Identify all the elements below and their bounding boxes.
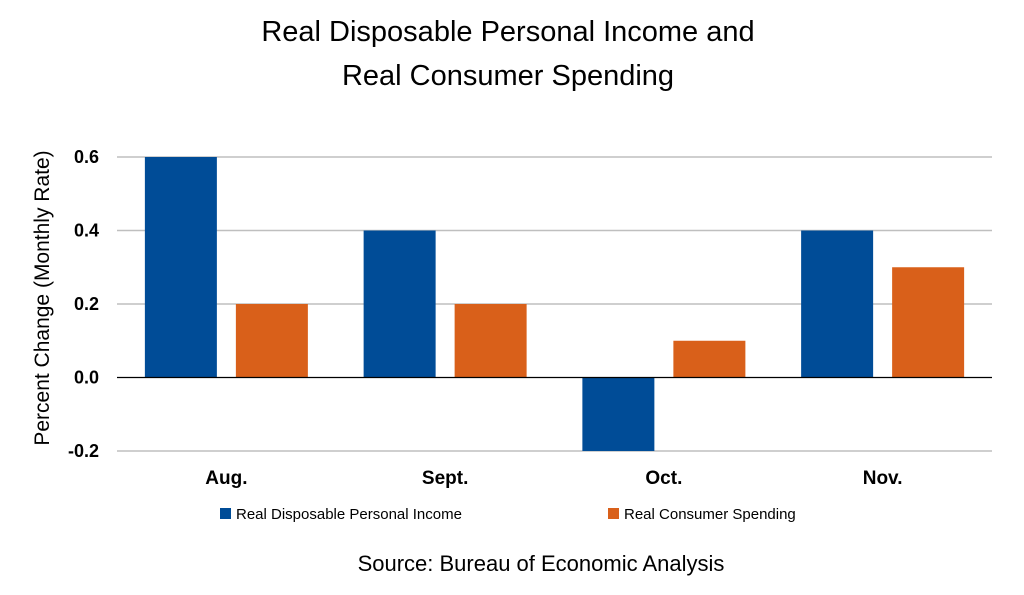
bar-spending-oct	[673, 340, 746, 378]
bar-spending-sept	[454, 304, 527, 378]
legend: Real Disposable Personal Income Real Con…	[220, 506, 796, 523]
y-axis-ticks: 0.6 0.4 0.2 0.0 -0.2	[68, 147, 99, 461]
source-note: Source: Bureau of Economic Analysis	[358, 551, 725, 576]
chart-title-line-1: Real Disposable Personal Income and	[261, 16, 754, 48]
bar-income-aug	[144, 157, 217, 378]
x-category-label: Oct.	[645, 468, 682, 489]
y-tick-label: 0.6	[74, 147, 99, 167]
bar-income-oct	[582, 377, 655, 451]
y-tick-label: 0.2	[74, 294, 99, 314]
chart-title-line-2: Real Consumer Spending	[342, 60, 674, 92]
y-axis-label: Percent Change (Monthly Rate)	[31, 150, 54, 445]
x-category-label: Aug.	[205, 468, 247, 489]
legend-swatch-income	[220, 508, 231, 519]
bar-income-sept	[363, 230, 436, 378]
legend-swatch-spending	[608, 508, 619, 519]
y-tick-label: 0.4	[74, 221, 99, 241]
bar-spending-nov	[892, 267, 965, 378]
x-category-label: Nov.	[863, 468, 903, 489]
bars	[144, 157, 965, 451]
y-tick-label: 0.0	[74, 368, 99, 388]
legend-label-spending: Real Consumer Spending	[624, 506, 796, 523]
y-tick-label: -0.2	[68, 441, 99, 461]
bar-spending-aug	[235, 304, 308, 378]
bar-income-nov	[801, 230, 874, 378]
legend-label-income: Real Disposable Personal Income	[236, 506, 462, 523]
x-axis-categories: Aug. Sept. Oct. Nov.	[205, 468, 902, 489]
x-category-label: Sept.	[422, 468, 468, 489]
